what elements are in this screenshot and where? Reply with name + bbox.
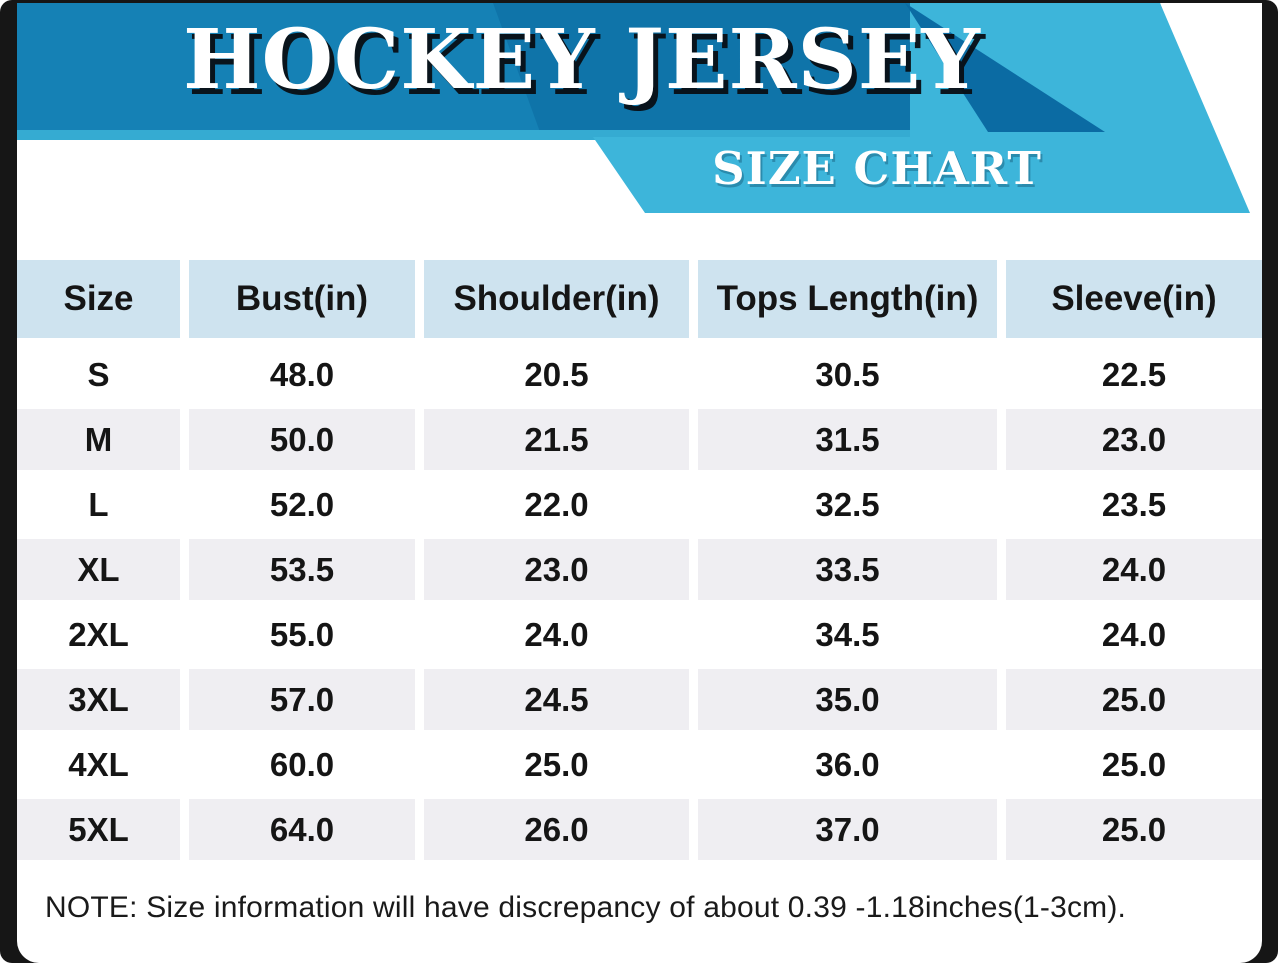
ribbon-shape <box>593 3 1250 213</box>
size-label: XL <box>17 539 180 600</box>
measurement-value: 24.0 <box>1006 604 1262 665</box>
banner-band-light-shape <box>17 3 540 132</box>
table-row: L 52.0 22.0 32.5 23.5 <box>17 474 1262 535</box>
measurement-value: 57.0 <box>189 669 415 730</box>
size-note: NOTE: Size information will have discrep… <box>45 891 1127 924</box>
measurement-value: 34.5 <box>698 604 997 665</box>
measurement-value: 25.0 <box>1006 799 1262 860</box>
measurement-value: 24.0 <box>424 604 689 665</box>
measurement-value: 21.5 <box>424 409 689 470</box>
table-row: 5XL 64.0 26.0 37.0 25.0 <box>17 799 1262 860</box>
size-label: M <box>17 409 180 470</box>
size-label: L <box>17 474 180 535</box>
table-row: 3XL 57.0 24.5 35.0 25.0 <box>17 669 1262 730</box>
measurement-value: 55.0 <box>189 604 415 665</box>
measurement-value: 48.0 <box>189 344 415 405</box>
size-label: 5XL <box>17 799 180 860</box>
measurement-value: 24.0 <box>1006 539 1262 600</box>
measurement-value: 23.5 <box>1006 474 1262 535</box>
column-header-sleeve: Sleeve(in) <box>1006 260 1262 338</box>
measurement-value: 20.5 <box>424 344 689 405</box>
measurement-value: 64.0 <box>189 799 415 860</box>
measurement-value: 23.0 <box>424 539 689 600</box>
size-label: 3XL <box>17 669 180 730</box>
measurement-value: 30.5 <box>698 344 997 405</box>
measurement-value: 25.0 <box>424 734 689 795</box>
measurement-value: 60.0 <box>189 734 415 795</box>
column-header-size: Size <box>17 260 180 338</box>
table-row: 4XL 60.0 25.0 36.0 25.0 <box>17 734 1262 795</box>
size-label: 4XL <box>17 734 180 795</box>
measurement-value: 24.5 <box>424 669 689 730</box>
table-row: 2XL 55.0 24.0 34.5 24.0 <box>17 604 1262 665</box>
size-chart-panel: HOCKEY JERSEY SIZE CHART Size Bust(in) S… <box>17 3 1262 963</box>
measurement-value: 37.0 <box>698 799 997 860</box>
size-label: 2XL <box>17 604 180 665</box>
measurement-value: 22.0 <box>424 474 689 535</box>
column-header-bust: Bust(in) <box>189 260 415 338</box>
table-header-row: Size Bust(in) Shoulder(in) Tops Length(i… <box>17 260 1262 338</box>
column-header-tops-length: Tops Length(in) <box>698 260 997 338</box>
measurement-value: 36.0 <box>698 734 997 795</box>
banner: HOCKEY JERSEY SIZE CHART <box>17 3 1262 228</box>
table-row: M 50.0 21.5 31.5 23.0 <box>17 409 1262 470</box>
table-row: XL 53.5 23.0 33.5 24.0 <box>17 539 1262 600</box>
measurement-value: 52.0 <box>189 474 415 535</box>
measurement-value: 26.0 <box>424 799 689 860</box>
size-label: S <box>17 344 180 405</box>
banner-background-shapes <box>17 3 1250 213</box>
column-header-shoulder: Shoulder(in) <box>424 260 689 338</box>
banner-title: HOCKEY JERSEY <box>183 12 981 108</box>
table-row: S 48.0 20.5 30.5 22.5 <box>17 344 1262 405</box>
measurement-value: 50.0 <box>189 409 415 470</box>
size-table: Size Bust(in) Shoulder(in) Tops Length(i… <box>17 260 1262 860</box>
measurement-value: 32.5 <box>698 474 997 535</box>
banner-subtitle: SIZE CHART <box>712 142 1042 195</box>
banner-underline-shape <box>17 130 1213 140</box>
measurement-value: 33.5 <box>698 539 997 600</box>
measurement-value: 22.5 <box>1006 344 1262 405</box>
banner-dark-wedge-shape <box>905 3 1105 132</box>
measurement-value: 25.0 <box>1006 734 1262 795</box>
measurement-value: 31.5 <box>698 409 997 470</box>
table-body: S 48.0 20.5 30.5 22.5 M 50.0 21.5 31.5 2… <box>17 344 1262 860</box>
measurement-value: 23.0 <box>1006 409 1262 470</box>
measurement-value: 25.0 <box>1006 669 1262 730</box>
measurement-value: 35.0 <box>698 669 997 730</box>
measurement-value: 53.5 <box>189 539 415 600</box>
